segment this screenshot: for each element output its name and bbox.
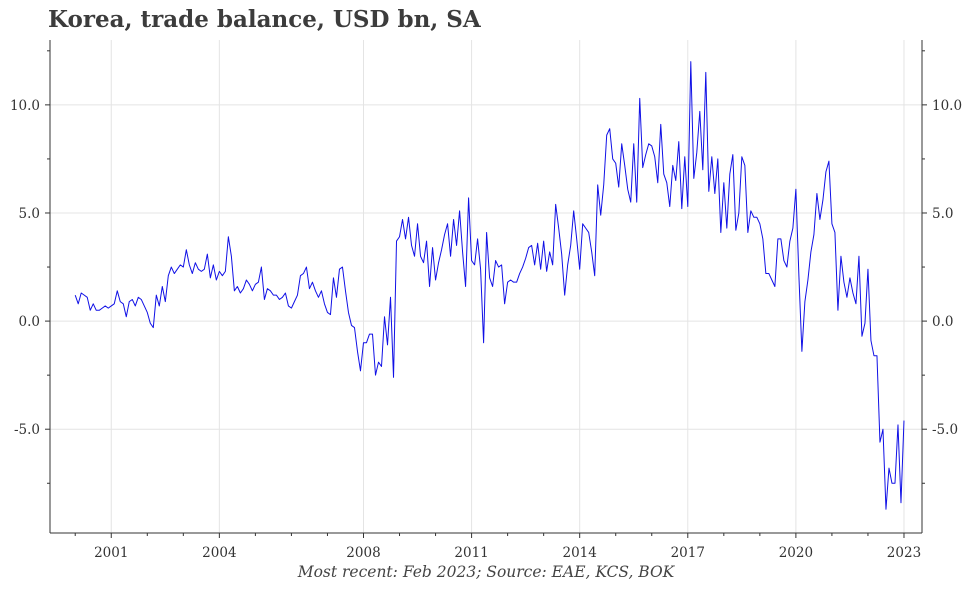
x-tick-label: 2001 [94, 545, 128, 560]
x-tick-label: 2023 [887, 545, 921, 560]
x-tick-label: 2017 [671, 545, 705, 560]
x-tick-label: 2004 [202, 545, 236, 560]
y-tick-label-left: 5.0 [19, 206, 40, 222]
y-tick-label-right: 0.0 [932, 314, 953, 330]
x-tick-label: 2011 [454, 545, 488, 560]
series-group [74, 61, 905, 510]
tick-marks [45, 50, 927, 538]
tick-labels: 10.0 10.0 5.0 5.0 0.0 0.0 -5.0 -5.0 2001 2004 2008… [10, 98, 962, 560]
axes [49, 40, 923, 534]
y-tick-label-right: -5.0 [932, 422, 958, 438]
x-tick-label: 2008 [346, 545, 380, 560]
gridlines [50, 40, 922, 533]
y-tick-label-left: 10.0 [10, 98, 40, 114]
source-footnote: Most recent: Feb 2023; Source: EAE, KCS,… [297, 563, 675, 581]
line-chart: 10.0 10.0 5.0 5.0 0.0 0.0 -5.0 -5.0 2001 2004 2008… [10, 40, 962, 560]
x-tick-label: 2014 [563, 545, 597, 560]
y-tick-label-left: -5.0 [14, 422, 40, 438]
x-tick-label: 2020 [779, 545, 813, 560]
chart-title: Korea, trade balance, USD bn, SA [48, 6, 481, 33]
trade-balance-line [74, 61, 905, 510]
y-tick-label-left: 0.0 [19, 314, 40, 330]
y-tick-label-right: 5.0 [932, 206, 953, 222]
y-tick-label-right: 10.0 [932, 98, 962, 114]
